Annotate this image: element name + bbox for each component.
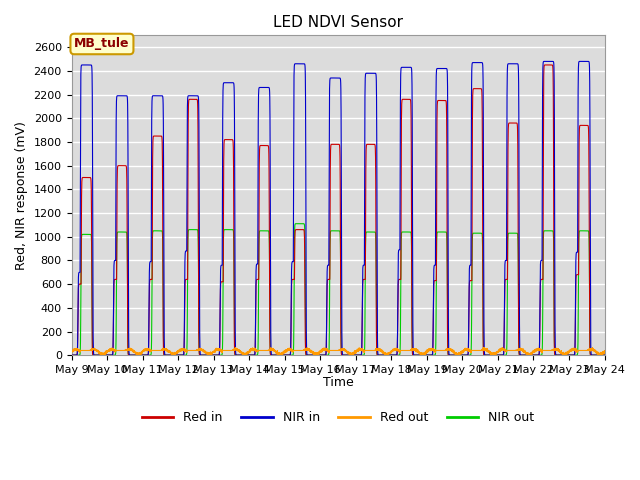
Text: MB_tule: MB_tule bbox=[74, 37, 130, 50]
X-axis label: Time: Time bbox=[323, 376, 353, 389]
Legend: Red in, NIR in, Red out, NIR out: Red in, NIR in, Red out, NIR out bbox=[137, 406, 539, 429]
Title: LED NDVI Sensor: LED NDVI Sensor bbox=[273, 15, 403, 30]
Y-axis label: Red, NIR response (mV): Red, NIR response (mV) bbox=[15, 121, 28, 270]
